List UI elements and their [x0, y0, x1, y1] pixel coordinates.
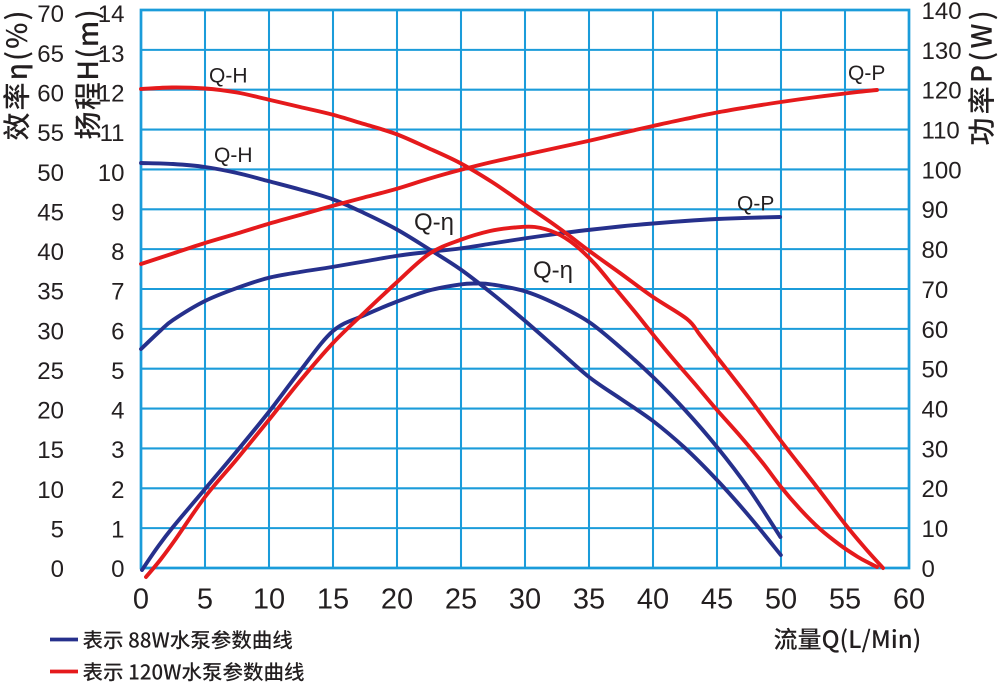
- svg-text:80: 80: [922, 237, 949, 264]
- svg-text:70: 70: [37, 1, 64, 28]
- svg-text:Q-η: Q-η: [414, 209, 454, 236]
- svg-text:5: 5: [51, 516, 64, 543]
- svg-text:Q-H: Q-H: [209, 65, 248, 88]
- svg-text:Q-P: Q-P: [848, 62, 885, 85]
- svg-text:20: 20: [37, 398, 64, 425]
- svg-text:0: 0: [922, 556, 935, 583]
- svg-text:Q-P: Q-P: [737, 193, 774, 216]
- svg-text:65: 65: [37, 41, 64, 68]
- svg-text:8: 8: [111, 239, 124, 266]
- svg-text:20: 20: [922, 476, 949, 503]
- svg-text:6: 6: [111, 318, 124, 345]
- svg-text:120: 120: [922, 78, 962, 105]
- svg-text:5: 5: [197, 584, 213, 616]
- svg-text:60: 60: [922, 317, 949, 344]
- svg-text:60: 60: [893, 584, 925, 616]
- svg-text:45: 45: [701, 584, 733, 616]
- svg-text:3: 3: [111, 437, 124, 464]
- svg-text:50: 50: [37, 160, 64, 187]
- svg-text:60: 60: [37, 81, 64, 108]
- svg-text:140: 140: [922, 0, 962, 25]
- svg-text:12: 12: [98, 81, 125, 108]
- svg-text:15: 15: [317, 584, 349, 616]
- svg-text:7: 7: [111, 279, 124, 306]
- svg-text:30: 30: [922, 436, 949, 463]
- svg-text:0: 0: [51, 556, 64, 583]
- svg-text:10: 10: [98, 160, 125, 187]
- svg-text:4: 4: [111, 398, 124, 425]
- svg-text:50: 50: [765, 584, 797, 616]
- svg-text:20: 20: [381, 584, 413, 616]
- svg-text:14: 14: [98, 1, 125, 28]
- svg-text:10: 10: [253, 584, 285, 616]
- svg-text:50: 50: [922, 357, 949, 384]
- svg-text:0: 0: [133, 584, 149, 616]
- svg-text:9: 9: [111, 199, 124, 226]
- svg-text:10: 10: [37, 477, 64, 504]
- svg-text:25: 25: [37, 358, 64, 385]
- svg-text:45: 45: [37, 199, 64, 226]
- svg-text:0: 0: [111, 556, 124, 583]
- svg-text:70: 70: [922, 277, 949, 304]
- svg-text:2: 2: [111, 477, 124, 504]
- svg-text:90: 90: [922, 197, 949, 224]
- svg-text:55: 55: [829, 584, 861, 616]
- svg-text:25: 25: [445, 584, 477, 616]
- svg-text:Q-H: Q-H: [214, 144, 253, 167]
- svg-text:40: 40: [922, 397, 949, 424]
- svg-text:30: 30: [37, 318, 64, 345]
- svg-text:1: 1: [111, 516, 124, 543]
- svg-text:110: 110: [922, 118, 960, 145]
- svg-text:40: 40: [637, 584, 669, 616]
- svg-text:13: 13: [98, 41, 125, 68]
- svg-text:35: 35: [37, 279, 64, 306]
- svg-text:Q-η: Q-η: [533, 257, 573, 284]
- svg-text:100: 100: [922, 157, 962, 184]
- svg-text:35: 35: [573, 584, 605, 616]
- svg-text:130: 130: [922, 38, 962, 65]
- svg-text:10: 10: [922, 516, 949, 543]
- svg-text:5: 5: [111, 358, 124, 385]
- svg-text:15: 15: [37, 437, 64, 464]
- svg-text:11: 11: [100, 120, 125, 147]
- svg-text:55: 55: [37, 120, 64, 147]
- svg-text:30: 30: [509, 584, 541, 616]
- svg-text:40: 40: [37, 239, 64, 266]
